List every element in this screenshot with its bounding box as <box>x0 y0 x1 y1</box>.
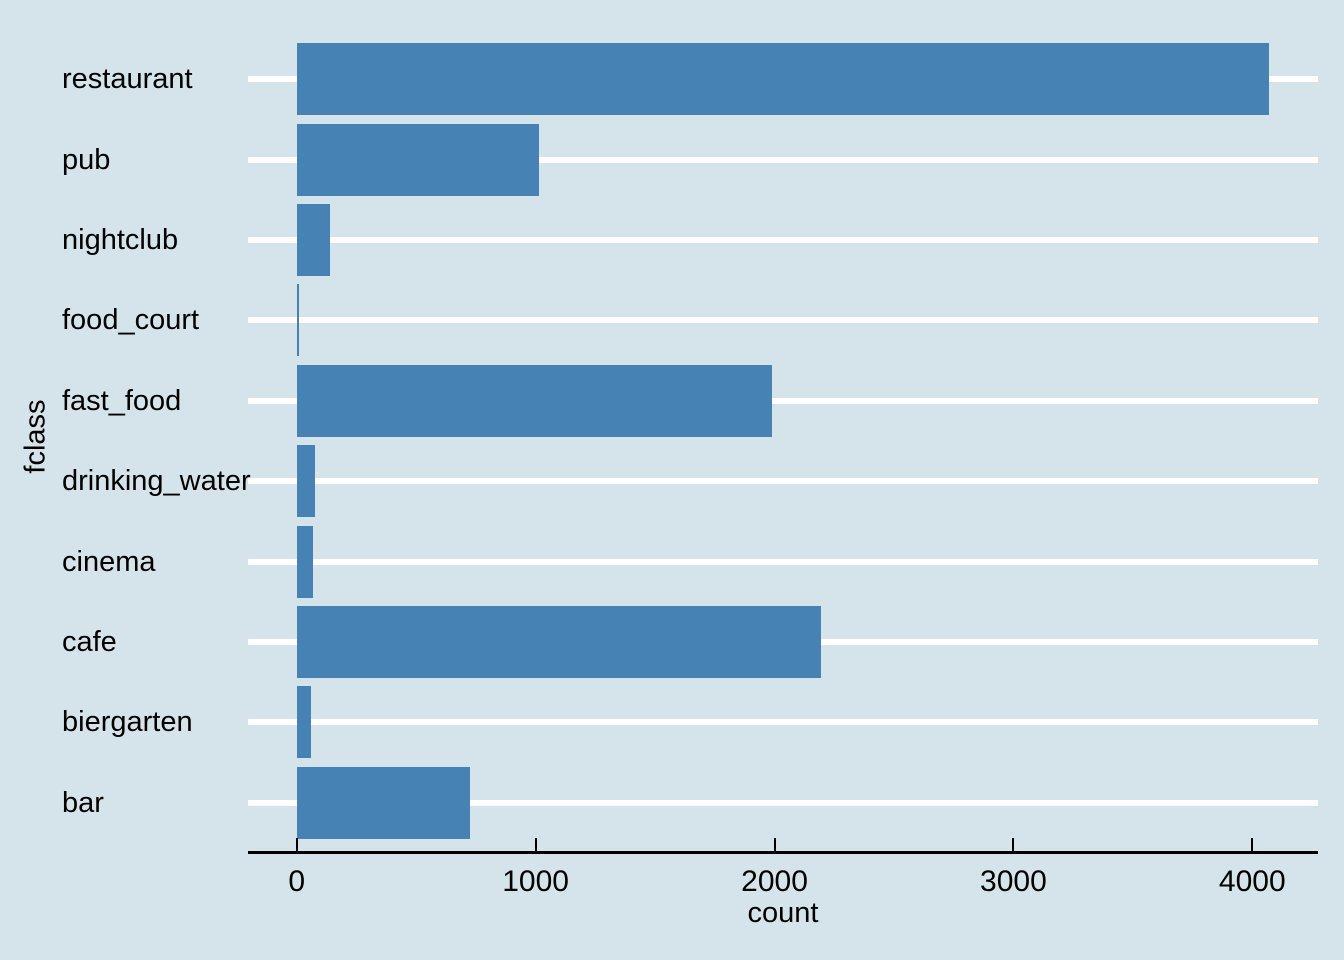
x-axis-line <box>248 851 1318 854</box>
x-tick-1000 <box>534 838 537 851</box>
x-tick-2000 <box>773 838 776 851</box>
gridline-biergarten <box>248 719 1318 726</box>
gridline-cinema <box>248 558 1318 565</box>
bar-drinking_water <box>296 445 315 518</box>
x-tick-label-3000: 3000 <box>980 865 1047 898</box>
bar-biergarten <box>296 686 312 759</box>
y-tick-label-cafe: cafe <box>62 625 117 658</box>
y-tick-label-restaurant: restaurant <box>62 63 193 96</box>
bar-pub <box>296 123 540 196</box>
x-axis-title: count <box>747 897 819 929</box>
y-tick-label-nightclub: nightclub <box>62 224 179 257</box>
bar-cafe <box>296 605 822 678</box>
y-tick-label-pub: pub <box>62 143 111 176</box>
bar-food_court <box>296 284 299 357</box>
gridline-nightclub <box>248 237 1318 244</box>
gridline-drinking_water <box>248 478 1318 485</box>
bar-restaurant <box>296 43 1269 116</box>
gridline-bar <box>248 799 1318 806</box>
y-tick-label-cinema: cinema <box>62 545 156 578</box>
x-tick-3000 <box>1012 838 1015 851</box>
bar-cinema <box>296 525 314 598</box>
gridline-fast_food <box>248 397 1318 404</box>
y-tick-label-bar: bar <box>62 786 104 819</box>
x-tick-0 <box>295 838 298 851</box>
gridline-food_court <box>248 317 1318 324</box>
bar-bar <box>296 766 470 839</box>
bar-nightclub <box>296 204 331 277</box>
x-tick-label-4000: 4000 <box>1218 865 1286 898</box>
x-tick-label-2000: 2000 <box>741 865 808 898</box>
y-tick-label-drinking_water: drinking_water <box>62 465 251 498</box>
y-tick-label-biergarten: biergarten <box>62 706 193 739</box>
y-axis-title: fclass <box>19 399 52 474</box>
x-tick-4000 <box>1251 838 1254 851</box>
x-tick-label-1000: 1000 <box>502 865 569 898</box>
y-tick-label-fast_food: fast_food <box>62 384 182 417</box>
x-tick-label-0: 0 <box>288 865 306 898</box>
y-tick-label-food_court: food_court <box>62 304 200 337</box>
gridline-pub <box>248 156 1318 163</box>
bar-fast_food <box>296 364 773 437</box>
